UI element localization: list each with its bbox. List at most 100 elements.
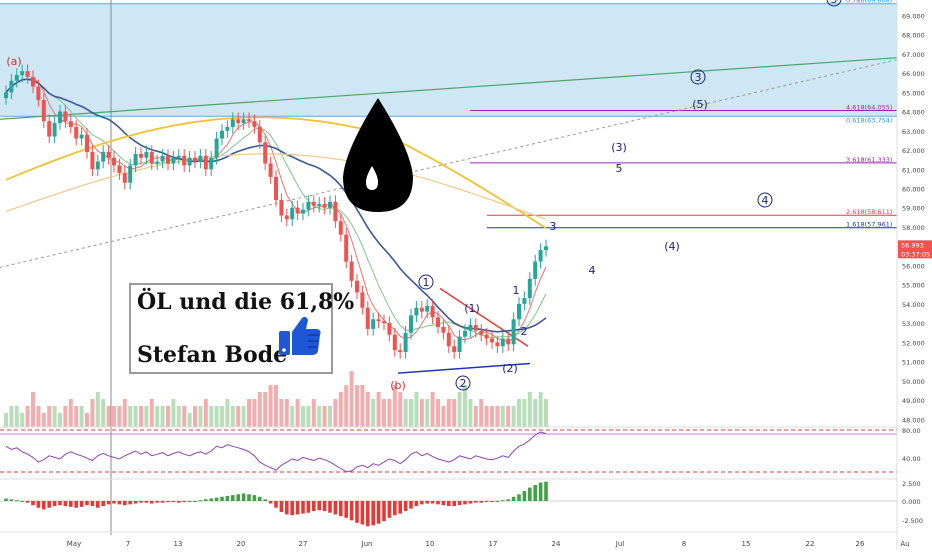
- volume-bar: [441, 406, 446, 427]
- candle-body: [344, 234, 349, 262]
- candle-body: [365, 307, 370, 329]
- annotation-box[interactable]: ÖL und die 61,8% Stefan Bode: [129, 283, 354, 374]
- candle-body: [263, 142, 268, 164]
- candle-body: [484, 334, 489, 339]
- volume-bar: [9, 406, 14, 427]
- volume-bar: [490, 406, 494, 427]
- candle-body: [349, 261, 354, 281]
- osc-bar: [387, 501, 392, 518]
- osc-bar: [403, 501, 408, 512]
- price-tick: 62.000: [902, 147, 925, 155]
- ma-slow: [5, 78, 547, 333]
- candle-body: [214, 138, 219, 158]
- osc-bar: [447, 501, 451, 507]
- candle-body: [149, 151, 154, 164]
- osc-bar: [209, 498, 213, 501]
- volume-bar: [220, 406, 224, 427]
- candle-body: [419, 307, 424, 312]
- price-tick: 50.000: [902, 378, 925, 386]
- wave-circle: [690, 69, 706, 85]
- osc-bar: [301, 501, 305, 514]
- candle-body: [187, 157, 192, 166]
- volume-bar: [317, 406, 322, 427]
- osc-bar: [15, 500, 19, 502]
- x-tick: 10: [426, 540, 435, 548]
- wave-circle: [455, 375, 471, 391]
- candle-body: [52, 123, 57, 137]
- candle-body: [31, 76, 35, 87]
- volume-bar: [36, 406, 41, 427]
- volume-bar: [414, 392, 419, 427]
- candle-body: [241, 119, 246, 124]
- candle-body: [220, 130, 224, 139]
- osc-bar: [393, 501, 397, 516]
- candle-body: [409, 315, 413, 333]
- fib-zone: [0, 3, 897, 117]
- volume-bar: [47, 406, 52, 427]
- volume-bar: [446, 399, 451, 427]
- osc-bar: [344, 501, 348, 518]
- candle-body: [317, 203, 322, 206]
- osc-bar: [47, 501, 51, 508]
- volume-bar: [473, 406, 478, 427]
- wave-label: 4: [762, 194, 769, 207]
- oil-drop-highlight: [366, 166, 378, 190]
- wave-label: 1: [423, 276, 430, 289]
- candle-body: [360, 292, 365, 308]
- volume-bar: [495, 406, 500, 427]
- x-tick: 8: [682, 540, 686, 548]
- rsi-line: [5, 431, 547, 473]
- countdown-label: 03:37:05: [901, 250, 930, 258]
- candle-body: [236, 119, 241, 124]
- x-tick: 27: [299, 540, 308, 548]
- wave-label: 3: [695, 71, 702, 84]
- osc-bar: [252, 495, 257, 501]
- osc-bar: [484, 501, 489, 502]
- candle-body: [225, 126, 230, 131]
- osc-bar: [425, 501, 429, 504]
- volume-bar: [403, 399, 408, 427]
- volume-bar: [284, 399, 289, 427]
- volume-bar: [376, 392, 381, 427]
- candle-body: [468, 325, 473, 331]
- osc-bar: [468, 501, 473, 504]
- volume-bar: [484, 406, 489, 427]
- oil-drop-icon: [343, 98, 413, 212]
- volume-bar: [452, 399, 457, 427]
- candle-body: [284, 215, 289, 220]
- osc-bar: [290, 501, 294, 516]
- osc-bar: [533, 485, 537, 501]
- price-tick: 61.000: [902, 166, 925, 174]
- candle-body: [522, 298, 527, 304]
- osc-bar: [285, 501, 289, 515]
- volume-bar: [58, 413, 62, 427]
- volume-bar: [236, 406, 241, 427]
- osc-bar: [317, 501, 321, 511]
- volume-bar: [25, 406, 30, 427]
- osc-bar: [501, 500, 505, 502]
- osc-bar: [436, 501, 440, 505]
- candle-body: [182, 155, 187, 166]
- x-tick: 20: [237, 540, 246, 548]
- candle-body: [25, 71, 30, 77]
- osc-bar: [85, 501, 89, 506]
- candle-body: [160, 155, 165, 162]
- last-price-label: 56.993: [901, 241, 924, 249]
- volume-bar: [79, 406, 84, 427]
- x-tick: 17: [489, 540, 498, 548]
- x-tick: Jul: [615, 540, 625, 548]
- osc-bar: [360, 501, 365, 525]
- volume-bar: [128, 406, 133, 427]
- candle-body: [376, 319, 381, 322]
- candle-body: [14, 75, 19, 81]
- osc-bar: [25, 501, 30, 503]
- volume-bar: [90, 399, 95, 427]
- osc-bar: [479, 501, 483, 503]
- candle-body: [144, 151, 149, 158]
- osc-bar: [4, 498, 8, 501]
- volume-bar: [344, 385, 349, 427]
- candle-body: [133, 153, 138, 166]
- volume-bar: [133, 406, 138, 427]
